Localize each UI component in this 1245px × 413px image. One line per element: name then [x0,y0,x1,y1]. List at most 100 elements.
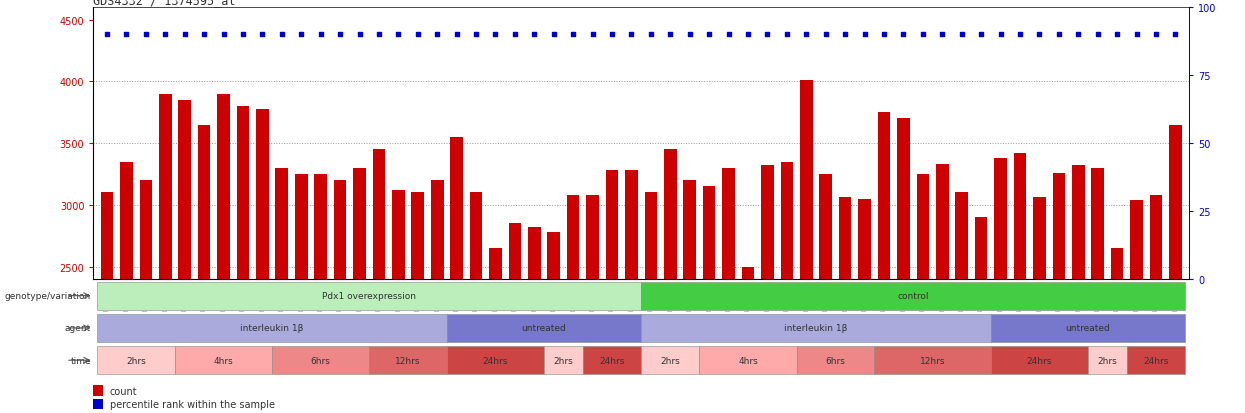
Point [894,32,914,39]
Bar [178,101,190,413]
Bar [781,162,793,413]
Bar [566,195,579,413]
Text: agent: agent [65,324,91,332]
Bar [995,159,1007,413]
Text: 2hrs: 2hrs [126,356,146,365]
Bar [275,169,288,413]
Point [1048,32,1068,39]
Bar [991,314,1185,342]
Point [544,32,564,39]
Bar [97,314,447,342]
Point [466,32,486,39]
Bar [544,347,583,374]
Text: untreated: untreated [1066,324,1111,332]
Bar [451,138,463,413]
Bar [1033,198,1046,413]
Point [641,32,661,39]
Bar [97,347,176,374]
Bar [684,180,696,413]
Text: 12hrs: 12hrs [920,356,945,365]
Point [621,32,641,39]
Point [1107,32,1127,39]
Point [1010,32,1030,39]
Bar [839,198,852,413]
Text: 2hrs: 2hrs [1098,356,1117,365]
Bar [489,248,502,413]
Point [388,32,408,39]
Point [777,32,797,39]
Point [505,32,525,39]
Text: genotype/variation: genotype/variation [5,292,91,300]
Bar [237,107,249,413]
Bar [431,180,443,413]
Point [951,32,971,39]
Text: 24hrs: 24hrs [483,356,508,365]
Point [563,32,583,39]
Bar [1092,169,1104,413]
Bar [447,347,544,374]
Point [350,32,370,39]
Bar [159,95,172,413]
Bar [991,347,1088,374]
Point [447,32,467,39]
Bar [370,347,447,374]
Bar [139,180,152,413]
Bar [641,282,1185,310]
Text: 6hrs: 6hrs [825,356,845,365]
Point [524,32,544,39]
Bar [858,199,872,413]
Point [1145,32,1165,39]
Point [933,32,952,39]
Bar [198,125,210,413]
Point [233,32,253,39]
Text: Pdx1 overexpression: Pdx1 overexpression [322,292,416,300]
Point [1030,32,1050,39]
Point [835,32,855,39]
Bar [411,193,425,413]
Point [797,32,817,39]
Point [156,32,176,39]
Bar [97,282,641,310]
Bar [606,171,619,413]
Bar [664,150,676,413]
Bar [469,193,482,413]
Bar [975,218,987,413]
Point [913,32,933,39]
Point [738,32,758,39]
Point [854,32,874,39]
Point [174,32,194,39]
Point [660,32,680,39]
Bar [509,224,522,413]
Bar [742,267,754,413]
Bar [936,165,949,413]
Bar [334,180,346,413]
Bar [797,347,874,374]
Point [680,32,700,39]
Bar [217,95,230,413]
Point [815,32,835,39]
Text: 12hrs: 12hrs [396,356,421,365]
Point [271,32,291,39]
Bar [722,169,735,413]
Text: 4hrs: 4hrs [738,356,758,365]
Text: untreated: untreated [522,324,566,332]
Point [874,32,894,39]
Bar [256,109,269,413]
Text: 24hrs: 24hrs [599,356,625,365]
Bar [703,187,716,413]
Bar [645,193,657,413]
Point [136,32,156,39]
Point [194,32,214,39]
Point [97,32,117,39]
Point [700,32,720,39]
Bar [641,347,700,374]
Point [583,32,603,39]
Point [991,32,1011,39]
Bar [120,162,133,413]
Bar [392,190,405,413]
Bar [955,193,969,413]
Text: interleukin 1β: interleukin 1β [784,324,848,332]
Text: 2hrs: 2hrs [660,356,680,365]
Bar [1072,166,1084,413]
Bar [819,175,832,413]
